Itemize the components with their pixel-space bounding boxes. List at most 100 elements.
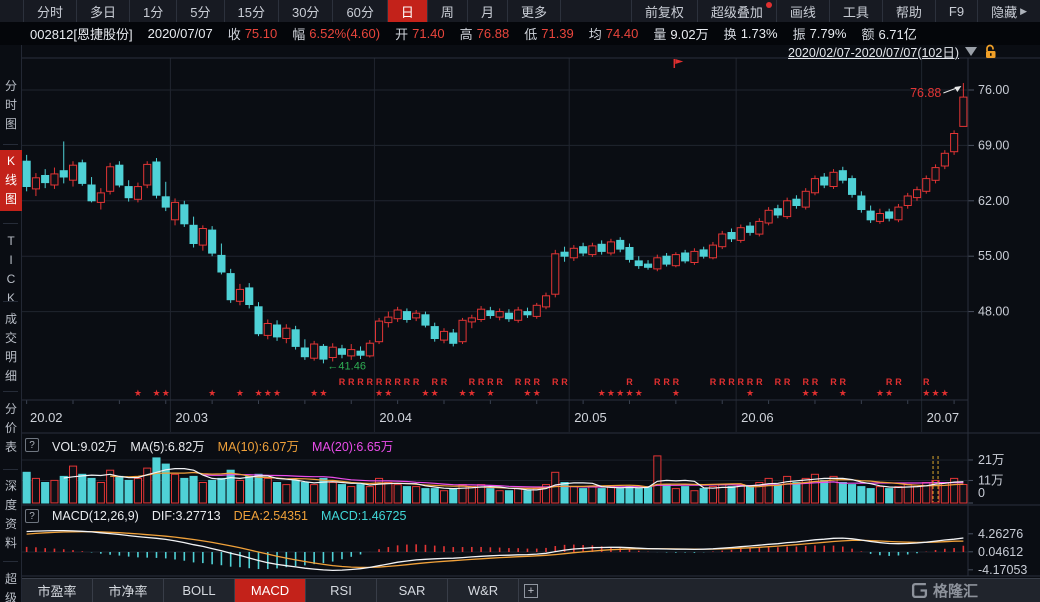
menu-item-super-overlay[interactable]: 超级叠加 bbox=[696, 0, 776, 22]
svg-text:★: ★ bbox=[319, 388, 327, 398]
svg-text:R: R bbox=[710, 377, 717, 387]
tab-macd[interactable]: MACD bbox=[235, 579, 306, 602]
svg-text:11万: 11万 bbox=[978, 473, 1003, 487]
chart-area: 76.00 69.00 62.00 55.00 48.00 20.02 20.03 20.04… bbox=[22, 45, 1040, 578]
brand-text: 格隆汇 bbox=[932, 583, 978, 600]
menu-item-fenshi[interactable]: 分时 bbox=[24, 0, 78, 22]
sidebar-item-fenjiabiao[interactable]: 分价表 bbox=[4, 402, 17, 454]
date-range-link[interactable]: 2020/02/07-2020/07/07(102日) bbox=[788, 46, 959, 60]
add-indicator-button[interactable]: + bbox=[519, 579, 543, 602]
svg-text:0.04612: 0.04612 bbox=[978, 545, 1023, 559]
svg-text:★: ★ bbox=[616, 388, 624, 398]
tab-pe[interactable]: 市盈率 bbox=[22, 579, 93, 602]
svg-text:R: R bbox=[895, 377, 902, 387]
period-menubar: 分时 多日 1分 5分 15分 30分 60分日周月更多 前复权 超级叠加 画线 工具 帮助 F9 隐藏… bbox=[0, 0, 1040, 22]
svg-text:R: R bbox=[552, 377, 559, 387]
svg-text:★: ★ bbox=[384, 388, 392, 398]
unlock-icon[interactable] bbox=[983, 44, 998, 59]
svg-text:★: ★ bbox=[635, 388, 643, 398]
svg-text:55.00: 55.00 bbox=[978, 249, 1009, 263]
svg-text:R: R bbox=[738, 377, 745, 387]
svg-text:R: R bbox=[840, 377, 847, 387]
menu-item-f9[interactable]: F9 bbox=[934, 0, 977, 22]
svg-text:20.07: 20.07 bbox=[927, 410, 960, 425]
sidebar-item-chengjiao-mingxi[interactable]: 成交明细 bbox=[4, 312, 17, 383]
chevron-right-icon: ▶ bbox=[1020, 5, 1027, 16]
vol-segment-2: MA(10):6.07万 bbox=[217, 439, 299, 454]
svg-text:R: R bbox=[469, 377, 476, 387]
svg-text:76.88: 76.88 bbox=[910, 86, 941, 100]
svg-text:20.05: 20.05 bbox=[574, 410, 607, 425]
quote-field-amplitude: 振 7.79% bbox=[792, 26, 847, 42]
svg-text:★: ★ bbox=[746, 388, 754, 398]
svg-text:★: ★ bbox=[922, 388, 930, 398]
menu-item-help[interactable]: 帮助 bbox=[881, 0, 935, 22]
menu-item-m60[interactable]: 60分 bbox=[333, 0, 388, 22]
tab-wr[interactable]: W&R bbox=[448, 579, 519, 602]
brand-logo: 格隆汇 bbox=[911, 579, 978, 602]
menu-item-tools[interactable]: 工具 bbox=[828, 0, 882, 22]
menu-item-m15[interactable]: 15分 bbox=[225, 0, 279, 22]
sidebar-divider bbox=[3, 301, 18, 302]
svg-text:★: ★ bbox=[208, 388, 216, 398]
quote-field-date: 2020/07/07 bbox=[147, 26, 213, 41]
help-icon[interactable]: ? bbox=[25, 438, 39, 452]
svg-text:★: ★ bbox=[941, 388, 949, 398]
menu-item-day[interactable]: 日 bbox=[387, 0, 428, 22]
kline-chart[interactable]: 76.00 69.00 62.00 55.00 48.00 20.02 20.03 20.04… bbox=[22, 45, 1040, 578]
svg-text:R: R bbox=[923, 377, 930, 387]
svg-text:★: ★ bbox=[932, 388, 940, 398]
menu-item-m30[interactable]: 30分 bbox=[279, 0, 334, 22]
svg-text:★: ★ bbox=[625, 388, 633, 398]
tab-boll[interactable]: BOLL bbox=[164, 579, 235, 602]
svg-text:★: ★ bbox=[876, 388, 884, 398]
svg-text:★: ★ bbox=[607, 388, 615, 398]
volume-header: ? VOL:9.02万 MA(5):6.82万 MA(10):6.07万 MA(20):… bbox=[25, 437, 393, 454]
tab-pb[interactable]: 市净率 bbox=[93, 579, 164, 602]
macd-header: ? MACD(12,26,9) DIF:3.27713 DEA:2.54351 MACD… bbox=[25, 508, 406, 524]
svg-text:R: R bbox=[496, 377, 503, 387]
menu-item-draw-line[interactable]: 画线 bbox=[775, 0, 829, 22]
gelonghui-logo-icon bbox=[911, 582, 928, 599]
svg-text:R: R bbox=[376, 377, 383, 387]
quote-field-code: 002812[恩捷股份] bbox=[30, 27, 133, 42]
svg-text:★: ★ bbox=[273, 388, 281, 398]
svg-text:★: ★ bbox=[254, 388, 262, 398]
quote-field-avg: 均 74.40 bbox=[588, 26, 639, 42]
quote-field-turnover: 换 1.73% bbox=[723, 26, 778, 42]
tab-sar[interactable]: SAR bbox=[377, 579, 448, 602]
menu-item-hide[interactable]: 隐藏 ▶ bbox=[977, 0, 1040, 22]
sidebar-item-shendu-ziliao[interactable]: 深度资料 bbox=[4, 479, 17, 550]
svg-text:21万: 21万 bbox=[978, 453, 1004, 467]
chevron-down-icon[interactable] bbox=[965, 47, 977, 56]
menu-item-more[interactable]: 更多 bbox=[508, 0, 561, 22]
sidebar-divider bbox=[3, 391, 18, 392]
menu-item-week[interactable]: 周 bbox=[428, 0, 468, 22]
svg-text:★: ★ bbox=[598, 388, 606, 398]
svg-text:R: R bbox=[626, 377, 633, 387]
sidebar-item-fenshitu[interactable]: 分时图 bbox=[4, 79, 17, 131]
help-icon[interactable]: ? bbox=[25, 509, 39, 523]
macd-segment-3: MACD:1.46725 bbox=[321, 509, 407, 523]
menu-item-month[interactable]: 月 bbox=[468, 0, 508, 22]
svg-text:R: R bbox=[348, 377, 355, 387]
svg-text:★: ★ bbox=[310, 388, 318, 398]
svg-text:★: ★ bbox=[839, 388, 847, 398]
tab-rsi[interactable]: RSI bbox=[306, 579, 377, 602]
sidebar-divider bbox=[3, 144, 18, 145]
svg-text:48.00: 48.00 bbox=[978, 305, 1009, 319]
svg-text:69.00: 69.00 bbox=[978, 138, 1009, 152]
svg-text:R: R bbox=[654, 377, 661, 387]
menu-item-m5[interactable]: 5分 bbox=[177, 0, 225, 22]
sidebar-item-chaoji-fupan[interactable]: 超级复盘 bbox=[4, 572, 17, 602]
menu-item-duori[interactable]: 多日 bbox=[77, 0, 131, 22]
quote-field-change: 幅 6.52%(4.60) bbox=[292, 26, 381, 42]
menu-item-qianfuquan[interactable]: 前复权 bbox=[630, 0, 697, 22]
menu-item-m1[interactable]: 1分 bbox=[130, 0, 178, 22]
vol-segment-0: VOL:9.02万 bbox=[52, 439, 118, 454]
quote-field-low: 低 71.39 bbox=[524, 26, 574, 42]
quote-infobar: 002812[恩捷股份] 2020/07/07 收 75.10 幅 6.52%(4.60)… bbox=[0, 22, 1040, 45]
svg-text:R: R bbox=[802, 377, 809, 387]
